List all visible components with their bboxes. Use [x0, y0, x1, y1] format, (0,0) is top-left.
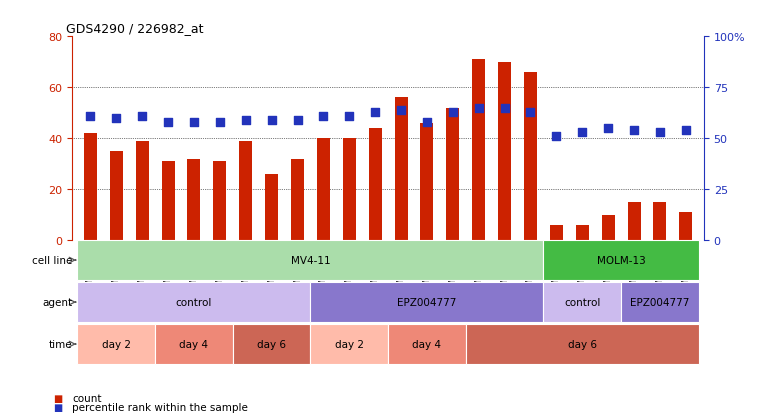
Bar: [421, 124, 434, 241]
Bar: [135, 142, 148, 241]
Point: [395, 107, 407, 114]
Text: control: control: [564, 297, 600, 307]
Point: [136, 113, 148, 120]
Bar: [233, 325, 310, 364]
Point: [680, 128, 692, 134]
Bar: [447, 109, 460, 241]
Bar: [388, 325, 466, 364]
Point: [214, 119, 226, 126]
Bar: [187, 159, 200, 241]
Text: MOLM-13: MOLM-13: [597, 256, 645, 266]
Point: [628, 128, 640, 134]
Point: [343, 113, 355, 120]
Bar: [654, 203, 667, 241]
Text: EPZ004777: EPZ004777: [397, 297, 457, 307]
Point: [110, 115, 123, 122]
Bar: [524, 73, 537, 241]
Text: day 4: day 4: [412, 339, 441, 349]
Bar: [155, 325, 233, 364]
Point: [369, 109, 381, 116]
Bar: [84, 134, 97, 241]
Point: [447, 109, 459, 116]
Bar: [498, 63, 511, 241]
Point: [162, 119, 174, 126]
Text: ■: ■: [53, 402, 62, 412]
Point: [654, 130, 666, 136]
Point: [84, 113, 97, 120]
Point: [576, 130, 588, 136]
Text: control: control: [176, 297, 212, 307]
Bar: [628, 203, 641, 241]
Text: day 6: day 6: [568, 339, 597, 349]
Bar: [602, 215, 615, 241]
Bar: [621, 282, 699, 322]
Text: day 2: day 2: [102, 339, 131, 349]
Bar: [310, 325, 388, 364]
Text: count: count: [72, 393, 102, 403]
Bar: [239, 142, 252, 241]
Text: MV4-11: MV4-11: [291, 256, 330, 266]
Text: ■: ■: [53, 393, 62, 403]
Text: day 4: day 4: [180, 339, 209, 349]
Text: EPZ004777: EPZ004777: [630, 297, 689, 307]
Bar: [342, 139, 355, 241]
Bar: [291, 159, 304, 241]
Bar: [576, 225, 589, 241]
Point: [524, 109, 537, 116]
Bar: [78, 282, 310, 322]
Bar: [161, 162, 174, 241]
Bar: [680, 213, 693, 241]
Text: percentile rank within the sample: percentile rank within the sample: [72, 402, 248, 412]
Text: GDS4290 / 226982_at: GDS4290 / 226982_at: [66, 21, 203, 35]
Text: day 6: day 6: [257, 339, 286, 349]
Bar: [78, 325, 155, 364]
Bar: [317, 139, 330, 241]
Bar: [265, 175, 278, 241]
Bar: [473, 60, 486, 241]
Text: agent: agent: [42, 297, 72, 307]
Point: [188, 119, 200, 126]
Text: time: time: [49, 339, 72, 349]
Text: day 2: day 2: [335, 339, 364, 349]
Bar: [395, 98, 408, 241]
Point: [498, 105, 511, 112]
Point: [240, 117, 252, 124]
Bar: [78, 241, 543, 280]
Bar: [213, 162, 226, 241]
Bar: [543, 241, 699, 280]
Text: cell line: cell line: [32, 256, 72, 266]
Point: [291, 117, 304, 124]
Bar: [550, 225, 563, 241]
Bar: [543, 282, 621, 322]
Bar: [310, 282, 543, 322]
Point: [266, 117, 278, 124]
Point: [550, 134, 562, 140]
Point: [421, 119, 433, 126]
Bar: [110, 152, 123, 241]
Bar: [466, 325, 699, 364]
Point: [317, 113, 330, 120]
Point: [473, 105, 485, 112]
Point: [602, 126, 614, 132]
Bar: [368, 129, 381, 241]
